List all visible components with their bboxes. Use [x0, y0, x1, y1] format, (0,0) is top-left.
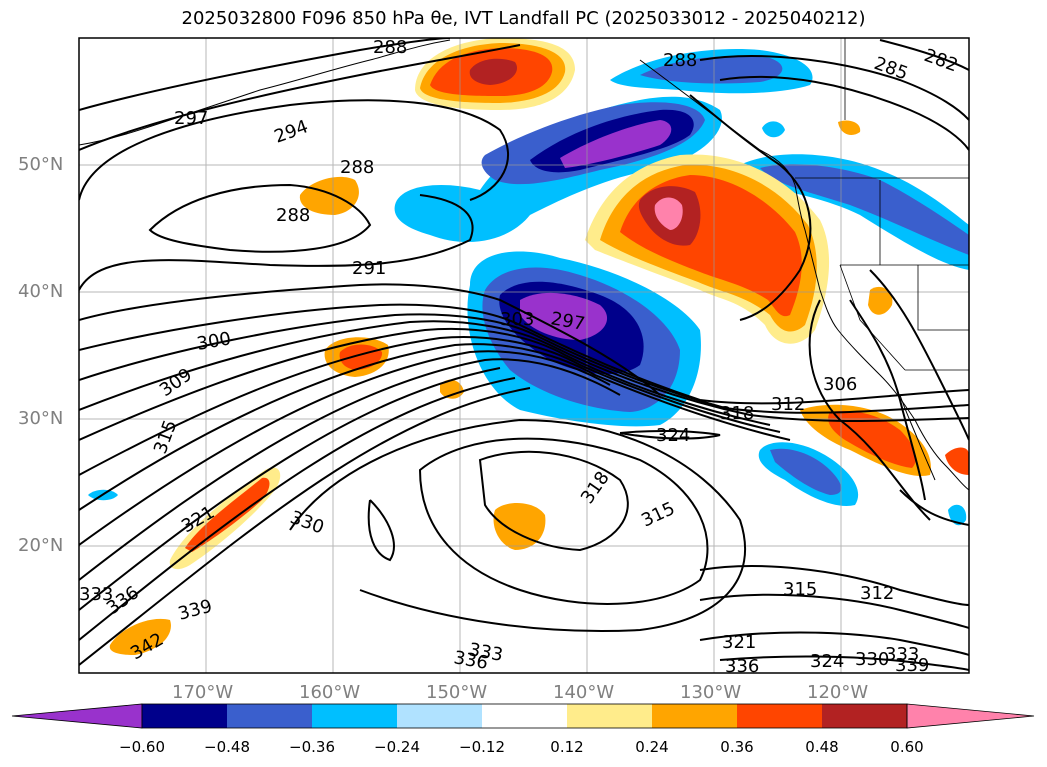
- contour-label: 339: [176, 596, 215, 625]
- colorbar-bin: [482, 704, 567, 728]
- lon-label: 170°W: [172, 682, 234, 703]
- shade-positive-top: [654, 197, 683, 230]
- shade-negative-small: [948, 504, 967, 526]
- contour-label: 330: [287, 507, 326, 538]
- lat-label: 20°N: [18, 535, 64, 556]
- lon-label: 120°W: [807, 682, 869, 703]
- contour-label: 315: [638, 498, 678, 532]
- contour-label: 318: [720, 403, 754, 424]
- contour-label: 312: [771, 394, 805, 415]
- colorbar-tick: 0.12: [550, 738, 584, 756]
- contour-label: 300: [195, 328, 232, 355]
- contour-label: 306: [823, 374, 857, 395]
- lat-label: 40°N: [18, 281, 64, 302]
- contour-label: 288: [276, 205, 310, 226]
- theta-e-contours: [79, 38, 969, 671]
- contour-label: 324: [810, 651, 844, 672]
- contour-label: 288: [340, 157, 374, 178]
- lon-label: 150°W: [426, 682, 488, 703]
- lon-label: 160°W: [299, 682, 361, 703]
- contour-label: 333: [885, 644, 919, 665]
- contour-label: 339: [895, 655, 929, 676]
- contour-label: 309: [156, 364, 196, 401]
- coastlines: [79, 39, 969, 491]
- colorbar-bin: [397, 704, 482, 728]
- colorbar-tick: 0.48: [805, 738, 839, 756]
- colorbar-tick: −0.36: [289, 738, 335, 756]
- contour-label: 330: [855, 649, 889, 670]
- colorbar: [11, 703, 1035, 729]
- colorbar-bin: [142, 704, 227, 728]
- colorbar-extend-low: [11, 703, 143, 729]
- colorbar-tick: −0.48: [204, 738, 250, 756]
- colorbar-bin: [737, 704, 822, 728]
- colorbar-tick: −0.24: [374, 738, 420, 756]
- contour-label: 312: [860, 583, 894, 604]
- shade-positive-small: [493, 503, 546, 550]
- contour-label: 303: [500, 309, 534, 330]
- colorbar-bin: [312, 704, 397, 728]
- shade-positive-small: [299, 176, 359, 215]
- shading-layer: [88, 38, 969, 655]
- colorbar-bin: [652, 704, 737, 728]
- shade-positive-small: [440, 379, 464, 399]
- contour-label: 336: [725, 656, 759, 677]
- shade-negative-mid: [770, 448, 842, 495]
- contour-label: 291: [352, 258, 386, 279]
- contour-label: 321: [722, 632, 756, 653]
- contour-label: 315: [783, 579, 817, 600]
- contour-label: 297: [174, 108, 208, 129]
- contour-label: 333: [79, 584, 113, 605]
- map-title: 2025032800 F096 850 hPa θe, IVT Landfall…: [181, 8, 866, 29]
- lon-label: 130°W: [680, 682, 742, 703]
- shade-positive-small: [828, 410, 916, 468]
- contour-label: 288: [663, 50, 697, 71]
- contour-label: 288: [373, 37, 407, 58]
- map-frame: [78, 37, 970, 674]
- colorbar-tick: −0.60: [119, 738, 165, 756]
- lat-label: 30°N: [18, 408, 64, 429]
- lat-label: 50°N: [18, 154, 64, 175]
- colorbar-extend-high: [906, 703, 1035, 729]
- political-borders: [795, 38, 969, 371]
- contour-label: 318: [577, 468, 614, 508]
- lon-label: 140°W: [553, 682, 615, 703]
- shade-positive-small: [109, 618, 171, 655]
- colorbar-bin: [227, 704, 312, 728]
- colorbar-bin: [822, 704, 907, 728]
- colorbar-bin: [567, 704, 652, 728]
- colorbar-tick: −0.12: [459, 738, 505, 756]
- shade-positive-small: [868, 286, 893, 315]
- shade-negative-mid: [760, 164, 969, 255]
- contour-label: 285: [871, 53, 910, 84]
- contour-label: 324: [656, 425, 690, 446]
- shade-negative-max: [560, 120, 672, 168]
- contour-label: 282: [921, 45, 960, 76]
- colorbar-tick: 0.36: [720, 738, 754, 756]
- colorbar-tick: 0.60: [890, 738, 924, 756]
- contour-label: 336: [452, 647, 489, 674]
- shade-positive-small: [945, 447, 969, 475]
- shade-positive-max: [469, 58, 518, 85]
- shade-negative-max: [520, 292, 608, 340]
- contour-label: 294: [272, 116, 311, 147]
- shade-negative-small: [762, 121, 785, 138]
- colorbar-tick: 0.24: [635, 738, 669, 756]
- shade-positive-small: [838, 120, 861, 135]
